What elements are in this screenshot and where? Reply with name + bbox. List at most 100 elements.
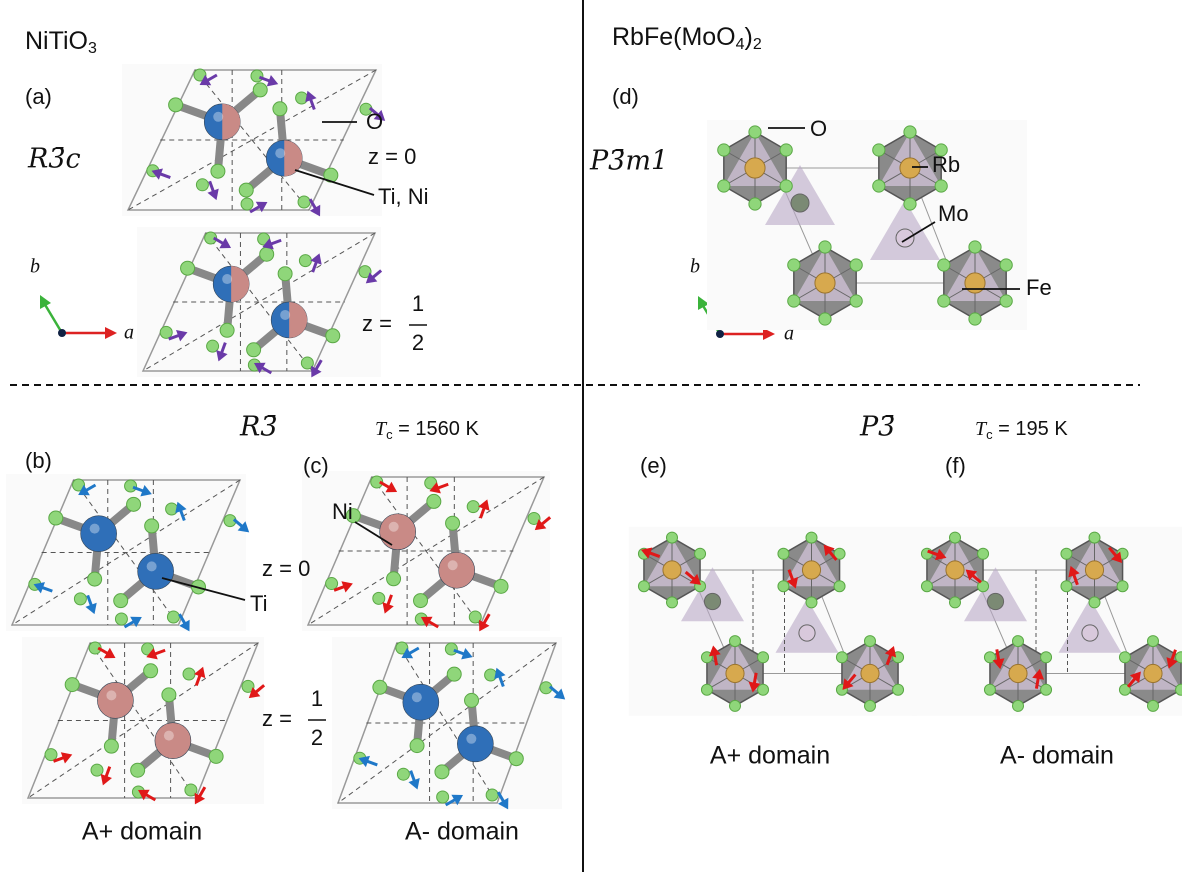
oxygen (819, 241, 831, 253)
panel-label: (f) (945, 453, 966, 478)
oxygen (326, 329, 340, 343)
oxygen (253, 83, 267, 97)
oxygen (806, 532, 817, 543)
oxygen (1012, 636, 1023, 647)
oxygen (299, 255, 311, 267)
oxygen (819, 313, 831, 325)
oxygen (241, 198, 253, 210)
space-group: P3̄ (859, 412, 895, 443)
oxygen (806, 597, 817, 608)
oxygen (850, 295, 862, 307)
rb-atom (815, 273, 835, 293)
rb-atom (726, 664, 744, 682)
oxygen (921, 548, 932, 559)
figure: NiTiO3 RbFe(MoO4)2 (a) R3̄c O z = 0 Ti, … (0, 0, 1182, 872)
tc: Tc = 1560 K (375, 418, 479, 443)
oxygen (758, 652, 769, 663)
rb-atom (663, 561, 681, 579)
oxygen (834, 581, 845, 592)
mo-atom (791, 194, 809, 212)
rb-atom (946, 561, 964, 579)
oxygen (638, 581, 649, 592)
highlight (147, 561, 157, 571)
rb-atom (1009, 664, 1027, 682)
oxygen (169, 98, 183, 112)
oxygen (969, 241, 981, 253)
oxygen (788, 259, 800, 271)
mo-atom (704, 593, 720, 609)
oxygen (251, 70, 263, 82)
cation (403, 684, 439, 720)
highlight (412, 692, 422, 702)
oxygen (701, 684, 712, 695)
space-group: P3̄m1 (589, 146, 668, 177)
oxygen (873, 144, 885, 156)
oxygen (904, 126, 916, 138)
rb-atom (1085, 561, 1103, 579)
oxygen (978, 548, 989, 559)
panel-label: (a) (25, 84, 52, 109)
oxygen (949, 597, 960, 608)
oxygen (298, 196, 310, 208)
mo-atom (1082, 625, 1098, 641)
rb-atom (802, 561, 820, 579)
highlight (466, 734, 476, 744)
oxygen (494, 579, 508, 593)
oxygen (131, 763, 145, 777)
oxygen (893, 684, 904, 695)
oxygen (1147, 636, 1158, 647)
cation (439, 552, 475, 588)
formula: RbFe(MoO4)2 (612, 23, 762, 54)
atom-label: Ni (332, 499, 353, 524)
oxygen (467, 501, 479, 513)
highlight (389, 522, 399, 532)
oxygen (666, 597, 677, 608)
oxygen (1012, 700, 1023, 711)
oxygen (114, 594, 128, 608)
oxygen (196, 179, 208, 191)
oxygen (125, 480, 137, 492)
oxygen (1119, 652, 1130, 663)
oxygen (296, 92, 308, 104)
oxygen (969, 313, 981, 325)
oxygen (167, 611, 179, 623)
panel-label: (d) (612, 84, 639, 109)
rb-atom (1144, 664, 1162, 682)
rb-atom (965, 273, 985, 293)
oxygen (162, 688, 176, 702)
atom-label: Mo (938, 201, 969, 226)
oxygen (486, 789, 498, 801)
oxygen (864, 636, 875, 647)
oxygen (183, 668, 195, 680)
oxygen (273, 102, 287, 116)
oxygen (326, 578, 338, 590)
axis-c (716, 330, 724, 338)
oxygen (127, 497, 141, 511)
oxygen (397, 768, 409, 780)
oxygen (666, 532, 677, 543)
oxygen (949, 532, 960, 543)
oxygen (220, 323, 234, 337)
fraction-num: 1 (311, 686, 323, 711)
oxygen (904, 198, 916, 210)
oxygen (465, 693, 479, 707)
cation (97, 682, 133, 718)
mo-atom (799, 625, 815, 641)
oxygen (938, 295, 950, 307)
oxygen (88, 572, 102, 586)
rb-atom (900, 158, 920, 178)
oxygen (1041, 652, 1052, 663)
z-label: z = 0 (368, 144, 416, 169)
oxygen (758, 684, 769, 695)
rb-atom (745, 158, 765, 178)
atom-label: Fe (1026, 275, 1052, 300)
oxygen (1089, 597, 1100, 608)
oxygen (485, 669, 497, 681)
oxygen (209, 749, 223, 763)
rb-atom (861, 664, 879, 682)
panel-label: (c) (303, 453, 329, 478)
oxygen (718, 144, 730, 156)
axis-label: a (784, 323, 794, 345)
cation (138, 553, 174, 589)
oxygen (1089, 532, 1100, 543)
